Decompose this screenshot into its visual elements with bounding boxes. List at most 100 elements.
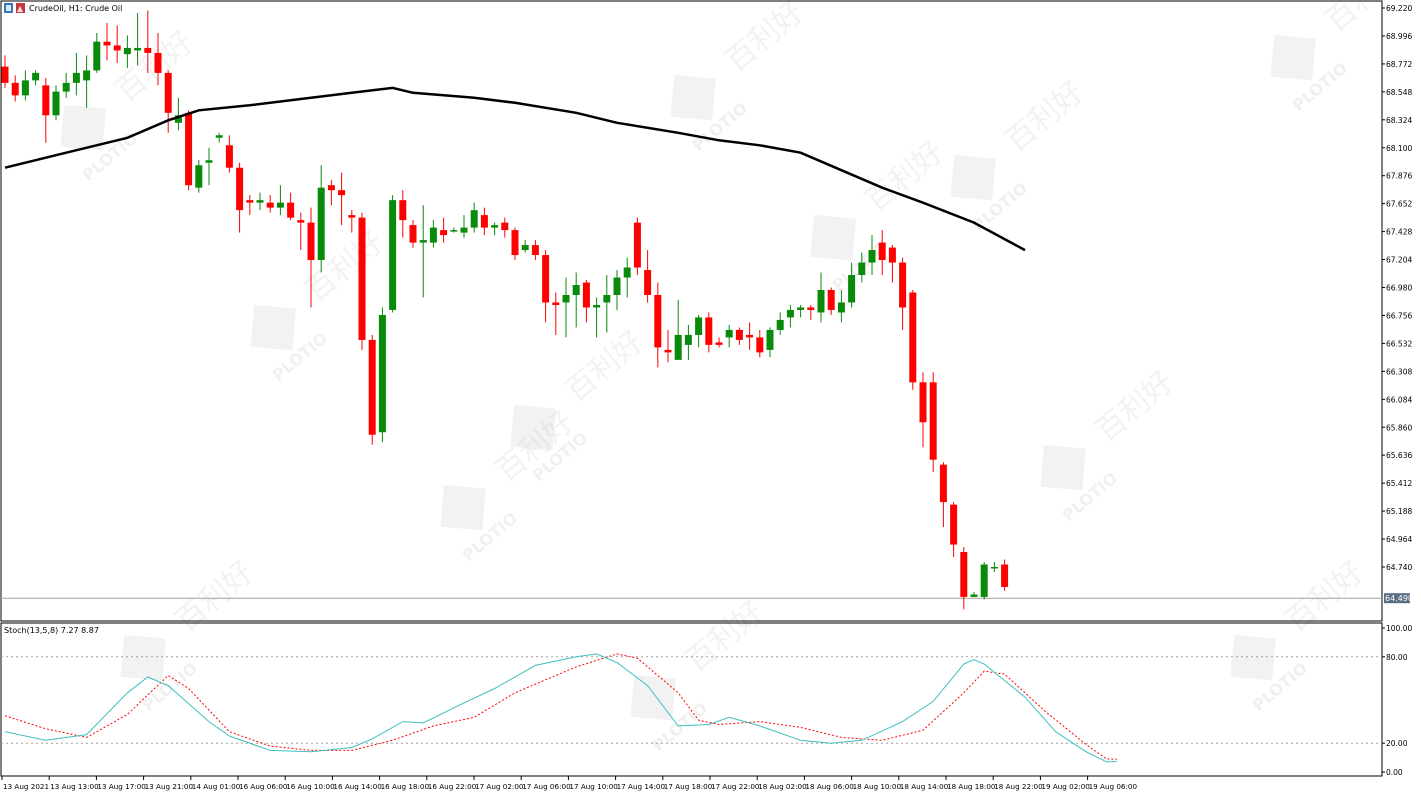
candle — [52, 85, 60, 121]
candle-body — [215, 135, 223, 138]
candle-body — [960, 552, 968, 597]
candle — [919, 372, 927, 448]
candle — [562, 277, 570, 338]
candle-body — [797, 307, 805, 310]
candle — [450, 227, 458, 233]
candle — [72, 52, 80, 96]
candle-body — [909, 292, 917, 383]
current-price-label: 64.490 — [1385, 594, 1413, 603]
candle-body — [888, 247, 896, 263]
watermark-chinese-text: 百利好 — [1089, 365, 1180, 450]
candle-body — [32, 72, 40, 81]
candle — [776, 312, 784, 335]
candle — [103, 22, 111, 61]
candle — [440, 217, 448, 243]
candle — [266, 195, 274, 213]
candlestick-series — [1, 10, 1009, 610]
candle-body — [746, 334, 754, 338]
stoch-level-lines — [1, 656, 1382, 744]
candle-body — [164, 72, 172, 113]
candle-body — [287, 202, 295, 218]
time-tick-label: 16 Aug 18:00 — [381, 782, 430, 791]
candle — [878, 230, 886, 276]
candle — [419, 205, 427, 298]
candle-body — [899, 262, 907, 308]
candle-body — [470, 210, 478, 228]
price-tick-label: 68.996 — [1386, 32, 1412, 41]
candle — [868, 235, 876, 276]
time-tick-label: 19 Aug 06:00 — [1089, 782, 1138, 791]
candle-body — [460, 227, 468, 233]
time-tick-label: 17 Aug 06:00 — [522, 782, 571, 791]
moving-average-line — [4, 86, 1026, 252]
price-axis: 69.220 68.996 68.772 68.548 68.324 68.100 67.8… — [1382, 4, 1412, 572]
candle-body — [338, 190, 346, 196]
candle-body — [684, 334, 692, 345]
stoch-main-line — [4, 653, 1117, 763]
stoch-label: Stoch(13,5,8) 7.27 8.87 — [4, 626, 99, 635]
candle — [501, 217, 509, 238]
candle-body — [582, 282, 590, 308]
price-tick-label: 65.412 — [1386, 479, 1412, 488]
candle-body — [123, 47, 131, 55]
candle-body — [195, 165, 203, 188]
candle — [684, 324, 692, 360]
price-tick-label: 66.084 — [1386, 395, 1412, 404]
candle-body — [735, 329, 743, 340]
candle — [113, 25, 121, 63]
candle-body — [776, 319, 784, 330]
candle — [358, 212, 366, 350]
chart-header: CrudeOil, H1: Crude Oil — [4, 3, 122, 13]
candle-body — [705, 317, 713, 345]
candle — [470, 202, 478, 233]
candle — [939, 462, 947, 528]
candle-body — [511, 230, 519, 256]
candle-body — [919, 382, 927, 423]
time-tick-label: 17 Aug 10:00 — [569, 782, 618, 791]
candle-body — [848, 275, 856, 303]
candle — [246, 195, 254, 216]
candle — [215, 132, 223, 143]
candle-body — [246, 200, 254, 203]
candle-body — [83, 70, 91, 81]
candle — [307, 207, 315, 308]
candle — [174, 97, 182, 131]
candle — [276, 185, 284, 216]
time-tick-label: 16 Aug 14:00 — [333, 782, 382, 791]
candle-body — [939, 464, 947, 503]
stoch-pane-frame — [0, 622, 1383, 777]
candle-body — [1, 66, 9, 83]
candle — [807, 304, 815, 320]
candle — [633, 217, 641, 276]
candle — [511, 227, 519, 261]
candle — [236, 162, 244, 233]
candle — [572, 272, 580, 328]
candle — [1, 55, 9, 88]
candle-body — [603, 294, 611, 303]
price-tick-label: 64.740 — [1386, 563, 1412, 572]
price-tick-label: 68.772 — [1386, 60, 1412, 69]
candle-body — [256, 200, 264, 203]
candle-body — [552, 302, 560, 305]
candle-body — [327, 185, 335, 191]
candle-body — [593, 304, 601, 308]
candle — [531, 240, 539, 261]
watermark-chinese-text: 百利好 — [679, 595, 770, 680]
candle — [644, 250, 652, 303]
candle-body — [970, 594, 978, 597]
candle — [521, 240, 529, 253]
candle — [378, 307, 386, 443]
candle — [460, 215, 468, 238]
time-tick-label: 16 Aug 06:00 — [239, 782, 288, 791]
candle-body — [52, 91, 60, 116]
candle-body — [389, 200, 397, 310]
watermark-chinese-text: 百利好 — [719, 0, 810, 79]
price-tick-label: 68.548 — [1386, 88, 1412, 97]
candle — [929, 372, 937, 473]
candle-body — [93, 41, 101, 71]
candle-body — [297, 220, 305, 223]
candle-body — [980, 564, 988, 597]
